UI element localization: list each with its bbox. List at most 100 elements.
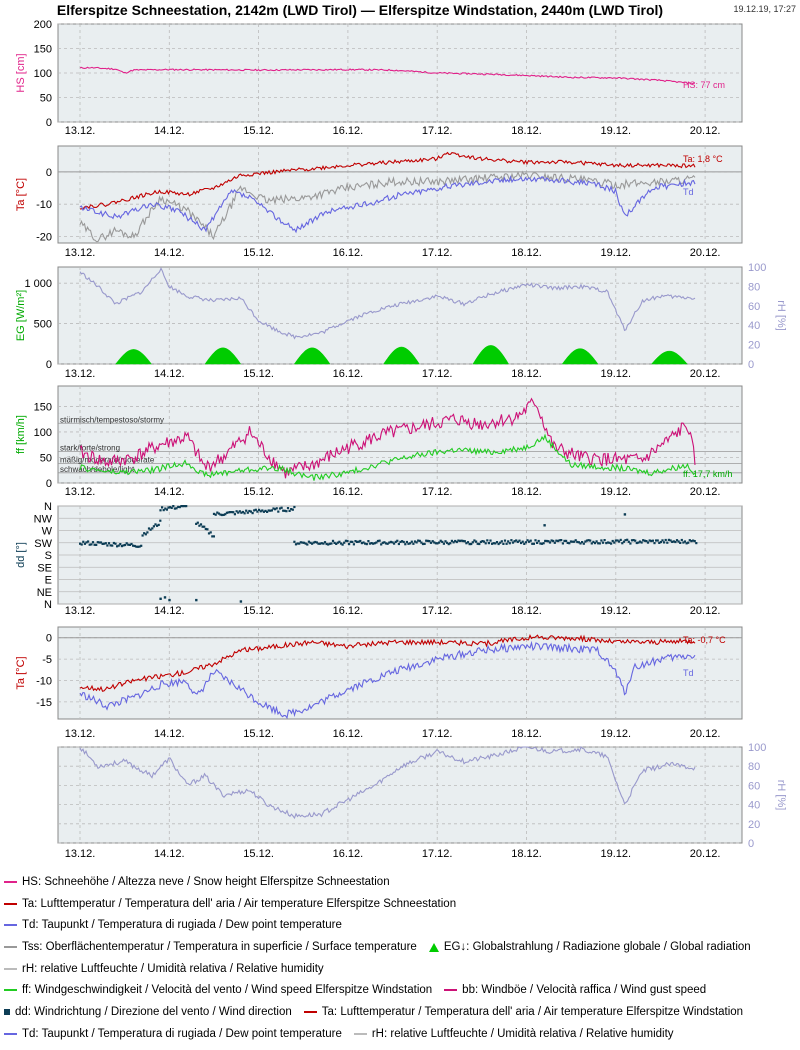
direction-point — [543, 524, 546, 527]
legend-entry: Td: Taupunkt / Temperatura di rugiada / … — [22, 919, 342, 932]
direction-point — [417, 539, 420, 542]
direction-point — [283, 509, 286, 512]
direction-point — [103, 542, 106, 545]
direction-point — [685, 542, 688, 545]
x-tick-label: 20.12. — [690, 605, 721, 617]
x-tick-label: 15.12. — [243, 605, 274, 617]
direction-point — [230, 511, 233, 514]
y-tick-label: 0 — [46, 117, 52, 129]
direction-point — [116, 545, 119, 548]
direction-point — [441, 540, 444, 543]
direction-point — [159, 509, 162, 512]
direction-point — [333, 541, 336, 544]
direction-point — [196, 521, 199, 524]
direction-point — [595, 540, 598, 543]
direction-point — [479, 540, 482, 543]
direction-point — [217, 512, 220, 515]
y-tick-label: 50 — [40, 93, 52, 105]
direction-point — [159, 597, 162, 600]
direction-point — [240, 511, 243, 514]
direction-point — [397, 542, 400, 546]
direction-point — [658, 541, 661, 544]
direction-point — [151, 527, 154, 530]
direction-point — [251, 512, 254, 515]
direction-point — [663, 541, 666, 544]
direction-point — [323, 541, 327, 544]
y-tick-label: SW — [34, 538, 52, 550]
legend-entry: Ta: Lufttemperatur / Temperatura dell' a… — [22, 897, 457, 910]
timestamp: 19.12.19, 17:27 — [733, 4, 796, 14]
direction-point — [655, 539, 658, 542]
direction-point — [566, 541, 569, 544]
direction-point — [592, 540, 595, 543]
direction-point — [577, 541, 580, 544]
direction-point — [499, 541, 502, 544]
direction-point — [693, 540, 696, 543]
direction-point — [128, 543, 131, 546]
direction-point — [169, 506, 172, 509]
direction-point — [634, 539, 637, 542]
direction-point — [539, 542, 542, 545]
direction-point — [552, 539, 555, 543]
legend-marker-icon — [428, 942, 439, 952]
annotation-ta: Ta: 1,8 °C — [683, 154, 723, 164]
direction-point — [402, 540, 405, 544]
x-tick-label: 19.12. — [601, 605, 632, 617]
direction-point — [677, 540, 680, 543]
direction-point — [569, 540, 572, 543]
direction-point — [556, 539, 560, 543]
x-tick-label: 17.12. — [422, 486, 453, 498]
page-title: Elferspitze Schneestation, 2142m (LWD Ti… — [56, 2, 664, 18]
direction-point — [536, 541, 539, 544]
direction-point — [172, 505, 175, 508]
direction-point — [438, 541, 441, 544]
direction-point — [362, 541, 365, 544]
direction-point — [621, 542, 624, 545]
direction-point — [483, 540, 486, 543]
y-tick-label-right: 100 — [748, 742, 766, 754]
direction-point — [646, 541, 650, 544]
direction-point — [319, 542, 322, 545]
direction-point — [203, 525, 206, 528]
direction-point — [317, 542, 320, 545]
y-tick-label: -5 — [42, 654, 52, 666]
direction-point — [465, 542, 468, 545]
direction-point — [412, 542, 415, 545]
direction-point — [531, 542, 534, 545]
direction-point — [320, 542, 323, 545]
x-tick-label: 14.12. — [154, 486, 185, 498]
direction-point — [442, 542, 445, 545]
direction-point — [404, 543, 407, 546]
y-tick-label: 100 — [34, 68, 52, 80]
x-tick-label: 17.12. — [422, 368, 453, 380]
panel-rh_wind: 13.12. 14.12. 15.12. 16.12. 17.12. 18.12. 19.1… — [57, 742, 787, 860]
direction-point — [622, 540, 625, 543]
radiation-peak — [383, 346, 420, 365]
direction-point — [274, 508, 277, 511]
direction-point — [181, 505, 185, 508]
direction-point — [645, 540, 648, 543]
y-tick-label: 150 — [34, 401, 52, 413]
direction-point — [222, 513, 225, 516]
direction-point — [311, 542, 314, 545]
direction-point — [119, 543, 122, 546]
legend-row: Td: Taupunkt / Temperatura di rugiada / … — [4, 1024, 796, 1046]
direction-point — [275, 507, 278, 510]
direction-point — [256, 510, 259, 513]
direction-point — [288, 509, 291, 512]
direction-point — [383, 541, 386, 544]
direction-point — [692, 539, 695, 542]
direction-point — [388, 541, 391, 544]
direction-point — [286, 507, 290, 510]
direction-point — [291, 508, 294, 511]
plot-area — [57, 746, 743, 844]
direction-point — [282, 509, 285, 512]
direction-point — [229, 511, 232, 514]
x-tick-label: 18.12. — [511, 368, 542, 380]
direction-point — [401, 540, 404, 543]
direction-point — [407, 542, 410, 545]
x-tick-label: 20.12. — [690, 247, 721, 259]
direction-point — [513, 540, 516, 543]
direction-point — [484, 542, 487, 545]
direction-point — [293, 505, 296, 509]
